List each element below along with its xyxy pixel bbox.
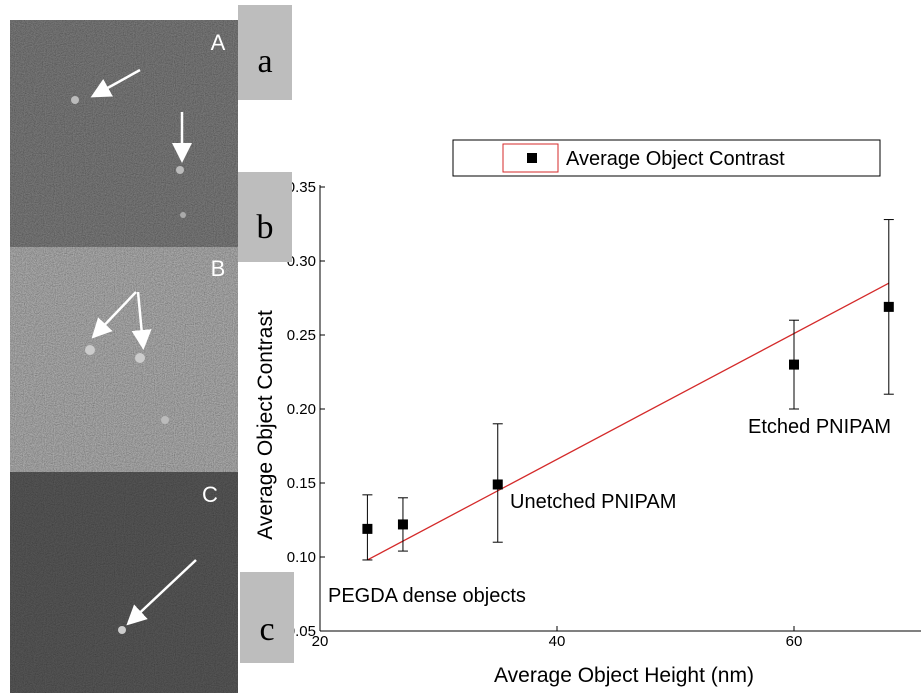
box-letter: b bbox=[257, 209, 274, 246]
plot: 0.05 0.10 0.15 0.20 0.25 0.30 0.35 20 40 60 Averag… bbox=[254, 139, 921, 687]
y-tick-label: 0.05 bbox=[287, 623, 316, 640]
box-letter: a bbox=[257, 43, 272, 80]
annotation: PEGDA dense objects bbox=[328, 585, 526, 607]
label-box bbox=[238, 172, 292, 262]
point bbox=[397, 519, 408, 530]
x-tick-label: 60 bbox=[786, 633, 803, 650]
panel-letter: C bbox=[202, 482, 218, 507]
y-tick-label: 0.25 bbox=[287, 327, 316, 344]
box-letter: c bbox=[259, 611, 274, 648]
annotation: Etched PNIPAM bbox=[748, 416, 891, 438]
y-tick-label: 0.10 bbox=[287, 549, 316, 566]
legend-label: Average Object Contrast bbox=[566, 148, 785, 170]
micrograph-c bbox=[10, 472, 238, 693]
point bbox=[789, 359, 799, 370]
x-tick-label: 20 bbox=[312, 633, 329, 650]
legend bbox=[452, 139, 881, 177]
micrograph-b bbox=[10, 247, 238, 472]
micrograph-a bbox=[10, 20, 238, 247]
y-axis-label: Average Object Contrast bbox=[254, 310, 277, 540]
legend-marker bbox=[527, 153, 537, 163]
label-box bbox=[240, 572, 294, 663]
x-axis-label: Average Object Height (nm) bbox=[494, 664, 754, 687]
legend-sample-frame bbox=[502, 143, 559, 173]
panel-letter: A bbox=[211, 30, 226, 55]
label-box bbox=[238, 5, 292, 100]
point bbox=[883, 301, 894, 312]
y-tick-label: 0.15 bbox=[287, 475, 316, 492]
x-tick-label: 40 bbox=[549, 633, 566, 650]
point bbox=[362, 523, 373, 534]
panel-letter: B bbox=[211, 256, 226, 281]
point bbox=[492, 479, 503, 490]
y-tick-label: 0.20 bbox=[287, 401, 316, 418]
y-tick-label: 0.30 bbox=[287, 253, 316, 270]
fit-line bbox=[367, 282, 890, 561]
annotation: Unetched PNIPAM bbox=[510, 491, 676, 513]
y-tick-label: 0.35 bbox=[287, 179, 316, 196]
